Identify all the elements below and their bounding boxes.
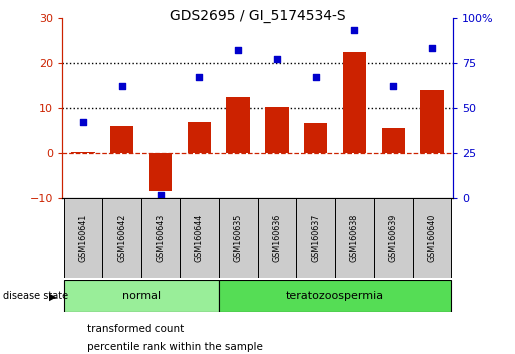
Text: normal: normal (122, 291, 161, 301)
Bar (180, 198, 219, 278)
Text: GSM160638: GSM160638 (350, 214, 359, 262)
Bar (149, 153, 172, 192)
Text: GSM160640: GSM160640 (427, 214, 436, 262)
Text: GSM160635: GSM160635 (234, 214, 243, 262)
Text: GSM160641: GSM160641 (79, 214, 88, 262)
Text: ▶: ▶ (49, 292, 57, 302)
Text: GSM160642: GSM160642 (117, 214, 126, 262)
Point (389, 84, 397, 89)
Bar (265, 107, 288, 153)
Bar (258, 198, 296, 278)
Text: disease state: disease state (3, 291, 67, 301)
Bar (374, 198, 413, 278)
Bar (110, 126, 133, 153)
Bar (382, 128, 405, 153)
Bar (102, 198, 141, 278)
Point (195, 74, 203, 80)
Text: GSM160639: GSM160639 (389, 214, 398, 262)
Bar (343, 52, 366, 153)
Bar (304, 123, 327, 153)
Bar (219, 198, 258, 278)
Text: GDS2695 / GI_5174534-S: GDS2695 / GI_5174534-S (169, 9, 346, 23)
Point (428, 46, 436, 51)
Bar (420, 90, 443, 153)
Bar (219, 280, 451, 312)
Bar (335, 198, 374, 278)
Text: GSM160643: GSM160643 (156, 214, 165, 262)
Point (118, 84, 126, 89)
Bar (227, 97, 250, 153)
Text: teratozoospermia: teratozoospermia (286, 291, 384, 301)
Point (350, 28, 358, 33)
Bar (413, 198, 451, 278)
Bar (141, 198, 180, 278)
Text: GSM160644: GSM160644 (195, 214, 204, 262)
Point (157, 192, 165, 198)
Bar (72, 152, 95, 153)
Text: percentile rank within the sample: percentile rank within the sample (87, 342, 263, 352)
Point (312, 74, 320, 80)
Text: GSM160637: GSM160637 (311, 214, 320, 262)
Text: GSM160636: GSM160636 (272, 214, 281, 262)
Bar (64, 198, 102, 278)
Point (234, 47, 242, 53)
Text: transformed count: transformed count (87, 324, 184, 334)
Bar (296, 198, 335, 278)
Bar (188, 121, 211, 153)
Bar (64, 280, 219, 312)
Point (79, 120, 87, 125)
Point (273, 56, 281, 62)
